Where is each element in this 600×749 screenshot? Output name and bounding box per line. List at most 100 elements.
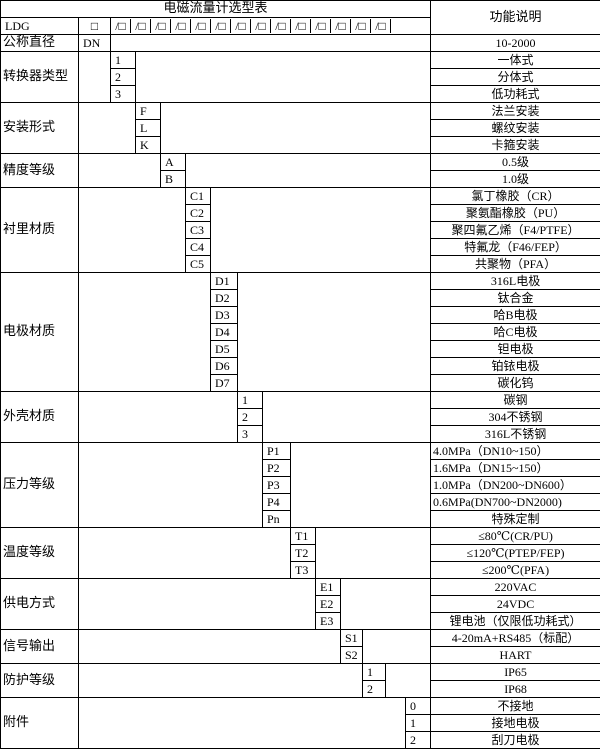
blank-cell [79,392,238,443]
group-label: 温度等级 [1,528,79,579]
option-code: B [161,171,186,188]
blank-cell [79,188,186,273]
option-code: T2 [291,545,316,562]
group-label: 供电方式 [1,579,79,630]
option-code: T1 [291,528,316,545]
option-code: E3 [316,613,341,630]
blank-cell [79,154,161,188]
group-label: 精度等级 [1,154,79,188]
option-code: 3 [238,426,263,443]
option-desc: 接地电极 [431,715,600,732]
option-desc: 316L电极 [431,273,600,290]
option-desc: 螺纹安装 [431,120,600,137]
option-desc: 0.6MPa(DN700~DN2000) [431,494,600,511]
option-desc: 特氟龙（F46/FEP） [431,239,600,256]
option-code: D4 [211,324,238,341]
option-desc: 铂铱电极 [431,358,600,375]
blank-cell [79,273,211,392]
group-label: 防护等级 [1,664,79,698]
nominal-row: 公称直径 DN 10-2000 [1,35,600,52]
code-box: /□ [291,19,311,33]
option-code: E1 [316,579,341,596]
option-code: D2 [211,290,238,307]
option-desc: 24VDC [431,596,600,613]
option-code: 2 [238,409,263,426]
code-box: /□ [231,19,251,33]
code-box: /□ [331,19,351,33]
option-desc: 卡箍安装 [431,137,600,154]
option-desc: 聚氨酯橡胶（PU） [431,205,600,222]
blank-cell [211,188,431,273]
blank-cell [79,698,406,749]
blank-cell [186,154,431,188]
option-desc: 锂电池（仅限低功耗式） [431,613,600,630]
option-desc: 1.0级 [431,171,600,188]
option-code: P3 [263,477,291,494]
option-desc: 1.6MPa（DN15~150） [431,460,600,477]
option-code: C5 [186,256,211,273]
option-desc: 碳钢 [431,392,600,409]
blank-cell [79,664,363,698]
option-desc: 哈B电极 [431,307,600,324]
blank-cell [111,35,431,52]
option-desc: 220VAC [431,579,600,596]
option-desc: 法兰安装 [431,103,600,120]
code-box: /□ [211,19,231,33]
option-code: 1 [238,392,263,409]
option-code: F [136,103,161,120]
option-desc: 聚四氟乙烯（F4/PTFE） [431,222,600,239]
option-desc: 刮刀电极 [431,732,600,749]
option-desc: 低功耗式 [431,86,600,103]
option-code: S1 [341,630,363,647]
option-desc: 304不锈钢 [431,409,600,426]
nominal-label: 公称直径 [1,35,79,52]
option-desc: IP65 [431,664,600,681]
option-code: D1 [211,273,238,290]
code-box: /□ [271,19,291,33]
option-code: Pn [263,511,291,528]
option-desc: 1.0MPa（DN200~DN600） [431,477,600,494]
option-desc: 0.5级 [431,154,600,171]
option-desc: 哈C电极 [431,324,600,341]
group-label: 衬里材质 [1,188,79,273]
blank-cell [136,52,431,103]
group-label: 压力等级 [1,443,79,528]
option-code: 1 [363,664,386,681]
option-code: 0 [406,698,431,715]
group-label: 附件 [1,698,79,749]
blank-cell [79,528,291,579]
code-box: /□ [191,19,211,33]
option-code: 3 [111,86,136,103]
option-code: D7 [211,375,238,392]
option-code: D6 [211,358,238,375]
blank-cell [79,443,263,528]
nominal-desc: 10-2000 [431,35,600,52]
table-title: 电磁流量计选型表 [1,1,431,18]
option-desc: 316L不锈钢 [431,426,600,443]
option-code: P4 [263,494,291,511]
option-code: K [136,137,161,154]
blank-cell [161,103,431,154]
option-code: T3 [291,562,316,579]
group-label: 信号输出 [1,630,79,664]
first-box: □ [79,18,111,35]
desc-header: 功能说明 [431,1,600,35]
code-box: /□ [111,19,131,33]
option-code: C2 [186,205,211,222]
option-code: A [161,154,186,171]
blank-cell [79,103,136,154]
option-code: E2 [316,596,341,613]
option-desc: HART [431,647,600,664]
option-desc: 钛合金 [431,290,600,307]
option-code: D5 [211,341,238,358]
option-code: D3 [211,307,238,324]
